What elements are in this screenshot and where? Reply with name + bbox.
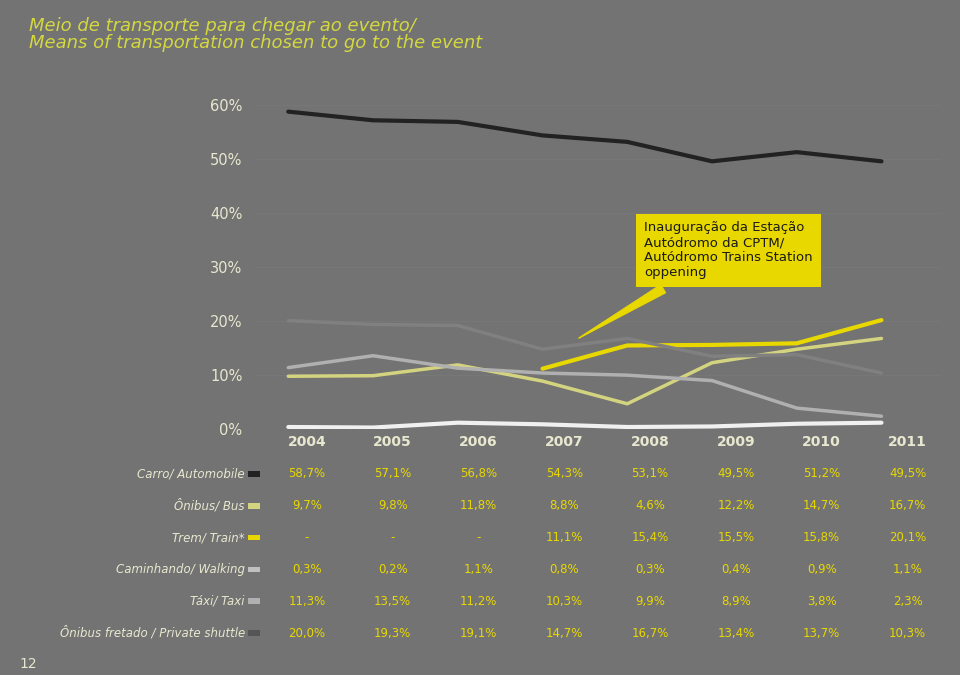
Text: 2010: 2010 — [803, 435, 841, 449]
Text: 0,4%: 0,4% — [721, 563, 751, 576]
Text: 2006: 2006 — [459, 435, 498, 449]
Text: 11,8%: 11,8% — [460, 500, 497, 512]
Text: 58,7%: 58,7% — [288, 468, 325, 481]
Text: 13,7%: 13,7% — [804, 626, 840, 639]
Text: Caminhando/ Walking: Caminhando/ Walking — [116, 563, 245, 576]
Text: 0,3%: 0,3% — [292, 563, 322, 576]
Text: 0,3%: 0,3% — [636, 563, 665, 576]
Text: 11,2%: 11,2% — [460, 595, 497, 608]
Bar — [248, 630, 260, 636]
Text: 2009: 2009 — [716, 435, 756, 449]
Text: 16,7%: 16,7% — [632, 626, 669, 639]
Text: 15,5%: 15,5% — [717, 531, 755, 544]
Text: 54,3%: 54,3% — [545, 468, 583, 481]
Text: Inauguração da Estação
Autódromo da CPTM/
Autódromo Trains Station
oppening: Inauguração da Estação Autódromo da CPTM… — [579, 221, 813, 338]
Text: 2007: 2007 — [545, 435, 584, 449]
Text: 49,5%: 49,5% — [717, 468, 755, 481]
Text: 8,9%: 8,9% — [721, 595, 751, 608]
Text: 2008: 2008 — [631, 435, 669, 449]
Text: 11,1%: 11,1% — [545, 531, 583, 544]
Text: 13,4%: 13,4% — [717, 626, 755, 639]
Text: 2011: 2011 — [888, 435, 927, 449]
Text: 57,1%: 57,1% — [374, 468, 411, 481]
Text: 14,7%: 14,7% — [545, 626, 583, 639]
Text: 1,1%: 1,1% — [464, 563, 493, 576]
Text: 0,8%: 0,8% — [549, 563, 579, 576]
Text: 9,8%: 9,8% — [378, 500, 408, 512]
Text: 2005: 2005 — [373, 435, 412, 449]
Text: 1,1%: 1,1% — [893, 563, 923, 576]
Text: Táxi/ Taxi: Táxi/ Taxi — [190, 595, 245, 608]
Text: -: - — [476, 531, 481, 544]
Text: -: - — [391, 531, 395, 544]
Text: Means of transportation chosen to go to the event: Means of transportation chosen to go to … — [29, 34, 482, 52]
Text: 19,1%: 19,1% — [460, 626, 497, 639]
Text: 3,8%: 3,8% — [807, 595, 836, 608]
Bar — [248, 503, 260, 508]
Text: Trem/ Train*: Trem/ Train* — [172, 531, 245, 544]
Text: 13,5%: 13,5% — [374, 595, 411, 608]
Bar — [248, 471, 260, 477]
Text: 10,3%: 10,3% — [545, 595, 583, 608]
Text: -: - — [304, 531, 309, 544]
Text: 20,1%: 20,1% — [889, 531, 926, 544]
Text: 10,3%: 10,3% — [889, 626, 926, 639]
Text: 8,8%: 8,8% — [549, 500, 579, 512]
Text: 56,8%: 56,8% — [460, 468, 497, 481]
Text: 16,7%: 16,7% — [889, 500, 926, 512]
Bar — [248, 535, 260, 541]
Text: 49,5%: 49,5% — [889, 468, 926, 481]
Text: 2,3%: 2,3% — [893, 595, 923, 608]
Text: 53,1%: 53,1% — [632, 468, 669, 481]
Text: 19,3%: 19,3% — [374, 626, 411, 639]
Text: 15,8%: 15,8% — [804, 531, 840, 544]
Text: 15,4%: 15,4% — [632, 531, 669, 544]
Text: 9,9%: 9,9% — [636, 595, 665, 608]
Text: 51,2%: 51,2% — [804, 468, 840, 481]
Bar — [248, 599, 260, 604]
Text: 14,7%: 14,7% — [803, 500, 840, 512]
Text: 11,3%: 11,3% — [288, 595, 325, 608]
Text: 2004: 2004 — [288, 435, 326, 449]
Text: 12,2%: 12,2% — [717, 500, 755, 512]
Text: 0,2%: 0,2% — [378, 563, 408, 576]
Text: Ônibus fretado / Private shuttle: Ônibus fretado / Private shuttle — [60, 626, 245, 640]
Text: 20,0%: 20,0% — [288, 626, 325, 639]
Text: Meio de transporte para chegar ao evento/: Meio de transporte para chegar ao evento… — [29, 17, 416, 35]
Text: 4,6%: 4,6% — [636, 500, 665, 512]
Bar — [248, 566, 260, 572]
Text: Carro/ Automobile: Carro/ Automobile — [137, 468, 245, 481]
Text: 12: 12 — [19, 657, 36, 671]
Text: 9,7%: 9,7% — [292, 500, 322, 512]
Text: Ônibus/ Bus: Ônibus/ Bus — [175, 499, 245, 512]
Text: 0,9%: 0,9% — [806, 563, 836, 576]
